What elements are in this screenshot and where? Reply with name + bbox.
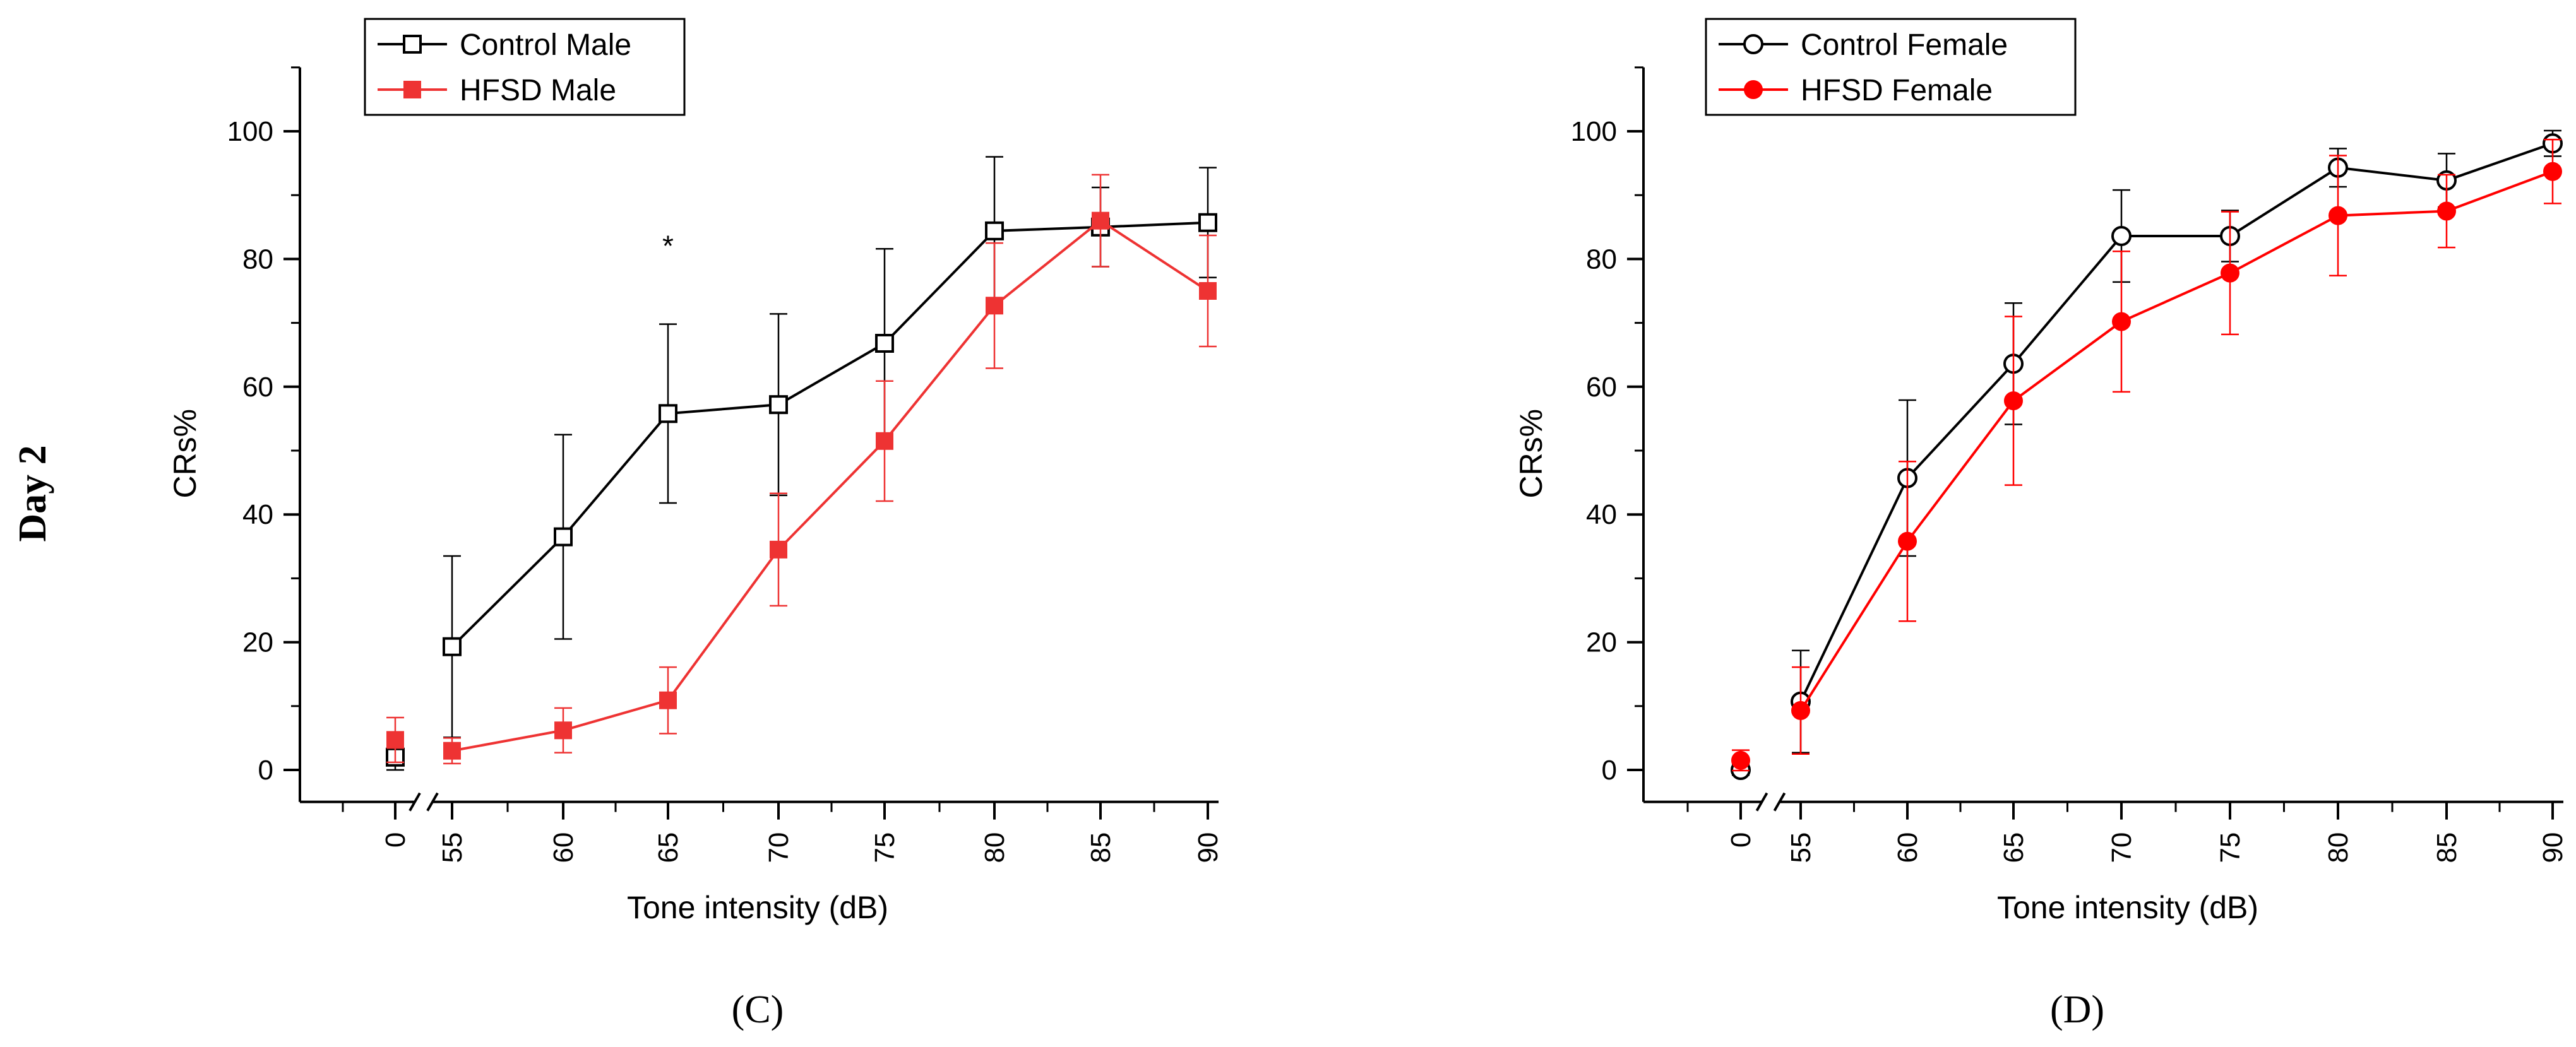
panel-d-legend-marker bbox=[1743, 34, 1763, 54]
panel-c-axis-break-mark bbox=[426, 792, 439, 812]
panel-d-line-control-female bbox=[1799, 142, 2553, 702]
panel-d-point-hfsd-female bbox=[1898, 531, 1917, 551]
panel-d-y-tick-label: 0 bbox=[1602, 755, 1617, 786]
panel-c-x-tick-label: 55 bbox=[437, 832, 468, 863]
panel-c-point-hfsd-male bbox=[659, 691, 677, 709]
panel-c-point-hfsd-male bbox=[770, 540, 787, 559]
panel-c-y-tick-label: 80 bbox=[242, 244, 273, 275]
panel-c-line-hfsd-male bbox=[451, 219, 1209, 752]
panel-c-point-hfsd-male bbox=[554, 721, 572, 740]
panel-c-point-control-male bbox=[659, 404, 677, 423]
panel-d-legend: Control Female HFSD Female bbox=[1705, 18, 2077, 116]
panel-d-point-hfsd-female bbox=[2329, 206, 2347, 225]
panel-c-x-tick-label: 70 bbox=[763, 832, 794, 863]
panel-d-series-hfsd-female bbox=[1731, 138, 2562, 772]
panel-d-y-tick-label: 40 bbox=[1586, 499, 1617, 530]
panel-d-point-control-female bbox=[2111, 225, 2132, 246]
panel-c-significance-marker: * bbox=[662, 230, 674, 263]
panel-c-point-hfsd-male bbox=[386, 731, 404, 749]
panel-d-x-axis-label: Tone intensity (dB) bbox=[1997, 890, 2258, 925]
panel-c-point-control-male bbox=[985, 221, 1004, 240]
row-label-day-2: Day 2 bbox=[11, 445, 54, 541]
panel-d-label: (D) bbox=[2050, 988, 2104, 1031]
panel-d-legend-label: HFSD Female bbox=[1801, 74, 1993, 107]
panel-c-x-tick-label: 90 bbox=[1193, 832, 1224, 863]
panel-d-point-hfsd-female bbox=[1791, 701, 1810, 720]
panel-c-legend-marker bbox=[403, 35, 422, 54]
panel-c-x-tick-label: 85 bbox=[1085, 832, 1116, 863]
panel-d-y-tick-label: 20 bbox=[1586, 627, 1617, 658]
panel-d-y-tick-label: 100 bbox=[1571, 116, 1617, 147]
panel-c-x-tick-label: 0 bbox=[380, 832, 411, 848]
panel-d-x-tick-label: 65 bbox=[1998, 832, 2029, 863]
panel-d-x-tick-label: 80 bbox=[2323, 832, 2354, 863]
panel-d-series-control-female bbox=[1731, 129, 2563, 780]
panel-d-legend-item-control-female: Control Female bbox=[1719, 28, 2008, 62]
panel-d-x-tick-label: 70 bbox=[2106, 832, 2137, 863]
panel-d-x-tick-label: 55 bbox=[1786, 832, 1816, 863]
panel-d-point-hfsd-female bbox=[1731, 750, 1750, 770]
panel-d-x-tick-label: 0 bbox=[1726, 832, 1756, 848]
panel-c-y-tick-label: 20 bbox=[242, 627, 273, 658]
panel-d-legend-marker bbox=[1744, 80, 1763, 99]
panel-d-point-hfsd-female bbox=[2004, 391, 2023, 411]
panel-d-legend-box bbox=[1705, 18, 2077, 116]
panel-c-y-tick-label: 40 bbox=[242, 499, 273, 530]
panel-c-point-hfsd-male bbox=[986, 297, 1003, 315]
panel-c-y-axis-label: CRs% bbox=[167, 409, 203, 499]
chart-panel-d: 0 20 40 60 80 100 0 55 60 65 70 75 80 85 90 CRs% Tone in… bbox=[1513, 18, 2568, 1031]
panel-c-y-tick-label: 100 bbox=[227, 116, 273, 147]
panel-d-y-tick-label: 60 bbox=[1586, 372, 1617, 403]
panel-d-point-hfsd-female bbox=[2112, 312, 2131, 331]
panel-c-point-control-male bbox=[1198, 213, 1217, 232]
panel-c-legend-item-hfsd-male: HFSD Male bbox=[378, 74, 616, 107]
panel-d-point-hfsd-female bbox=[2543, 162, 2562, 181]
panel-d-axis-break-mark bbox=[1755, 792, 1768, 812]
panel-c-series-hfsd-male bbox=[386, 174, 1217, 765]
panel-d-x-tick-label: 60 bbox=[1892, 832, 1923, 863]
panel-c-legend-label: Control Male bbox=[460, 28, 631, 62]
panel-c-y-tick-label: 0 bbox=[258, 755, 273, 786]
panel-c-x-tick-label: 75 bbox=[869, 832, 900, 863]
panel-d-x-tick-label: 85 bbox=[2431, 832, 2462, 863]
panel-c-x-axis-label: Tone intensity (dB) bbox=[627, 890, 888, 925]
panel-d-legend-item-hfsd-female: HFSD Female bbox=[1719, 74, 1993, 107]
panel-c-line-control-male bbox=[451, 221, 1208, 648]
panel-c-point-control-male bbox=[875, 333, 894, 353]
panel-c-y-tick-label: 60 bbox=[242, 372, 273, 403]
panel-c-x-tick-label: 80 bbox=[979, 832, 1010, 863]
panel-d-point-hfsd-female bbox=[2221, 263, 2239, 283]
panel-c-point-hfsd-male bbox=[443, 742, 461, 760]
panel-d-y-axis-label: CRs% bbox=[1513, 409, 1549, 499]
panel-c-series-control-male bbox=[386, 156, 1217, 771]
panel-c-point-control-male bbox=[769, 395, 788, 415]
panel-c-point-hfsd-male bbox=[1092, 211, 1109, 230]
panel-c-legend: Control Male HFSD Male bbox=[364, 18, 686, 116]
panel-c-label: (C) bbox=[732, 988, 784, 1031]
panel-d-point-hfsd-female bbox=[2437, 201, 2456, 221]
panel-c-x-tick-label: 65 bbox=[653, 832, 684, 863]
panel-c-point-hfsd-male bbox=[876, 432, 893, 450]
panel-c-point-control-male bbox=[554, 527, 573, 547]
panel-c-point-control-male bbox=[443, 637, 462, 656]
panel-d-y-tick-label: 80 bbox=[1586, 244, 1617, 275]
panel-c-legend-item-control-male: Control Male bbox=[378, 28, 631, 62]
chart-panel-c: 0 20 40 60 80 100 0 55 60 65 70 75 80 85 90 CRs% Tone in… bbox=[167, 18, 1224, 1031]
panel-c-x-tick-label: 60 bbox=[548, 832, 579, 863]
panel-c-axis-break-mark bbox=[408, 792, 421, 812]
panel-d-x-tick-label: 75 bbox=[2215, 832, 2246, 863]
panel-c-point-hfsd-male bbox=[1199, 282, 1217, 300]
panel-d-legend-label: Control Female bbox=[1801, 28, 2008, 62]
panel-d-axis-break-mark bbox=[1773, 792, 1786, 812]
panel-d-line-hfsd-female bbox=[1799, 170, 2553, 711]
panel-d-x-tick-label: 90 bbox=[2537, 832, 2568, 863]
panel-c-legend-label: HFSD Male bbox=[460, 74, 616, 107]
panel-c-legend-marker bbox=[403, 81, 421, 98]
